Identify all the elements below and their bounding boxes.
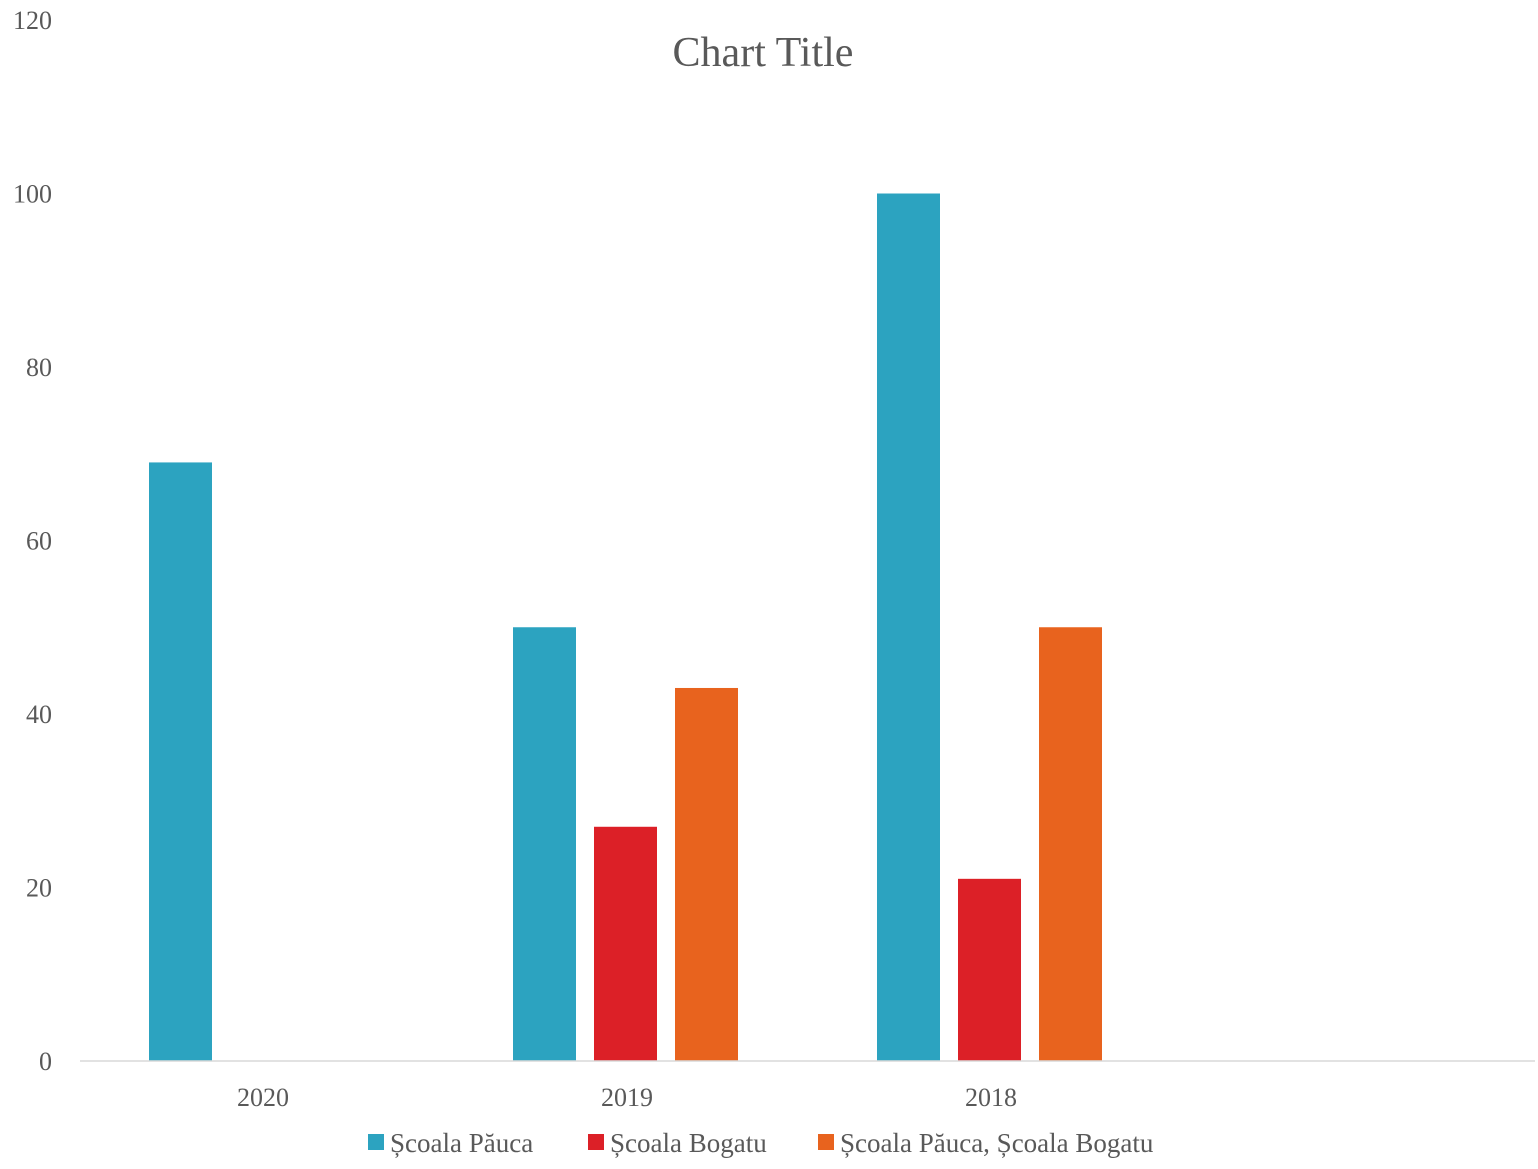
y-tick-label: 40 — [26, 700, 52, 729]
legend-swatch — [588, 1134, 604, 1150]
bar-2019-series-3 — [675, 687, 738, 1061]
legend-swatch — [368, 1134, 384, 1150]
bar-2018-series-1 — [877, 193, 940, 1061]
chart-title: Chart Title — [673, 30, 854, 76]
legend: Școala Păuca Școala Bogatu Școala Păuca, Ș… — [368, 1128, 1154, 1158]
bar-2019-series-2 — [594, 826, 657, 1061]
legend-label: Școala Păuca — [390, 1128, 533, 1158]
bar-2018-series-2 — [958, 878, 1021, 1061]
bar-2018-series-3 — [1039, 627, 1102, 1061]
y-axis-ticks: 0 20 40 60 80 100 120 — [13, 6, 52, 1076]
x-tick-label: 2018 — [965, 1083, 1017, 1112]
y-tick-label: 100 — [13, 180, 52, 209]
y-tick-label: 60 — [26, 527, 52, 556]
legend-label: Școala Păuca, Școala Bogatu — [840, 1128, 1154, 1158]
x-axis-ticks: 2020 2019 2018 — [237, 1083, 1017, 1112]
y-tick-label: 20 — [26, 874, 52, 903]
y-tick-label: 80 — [26, 353, 52, 382]
bars — [149, 193, 1102, 1061]
x-tick-label: 2019 — [601, 1083, 653, 1112]
x-tick-label: 2020 — [237, 1083, 289, 1112]
y-tick-label: 0 — [39, 1047, 52, 1076]
legend-swatch — [818, 1134, 834, 1150]
legend-label: Școala Bogatu — [610, 1128, 767, 1158]
bar-2020-series-1 — [149, 462, 212, 1061]
bar-2019-series-1 — [513, 627, 576, 1061]
y-tick-label: 120 — [13, 6, 52, 35]
